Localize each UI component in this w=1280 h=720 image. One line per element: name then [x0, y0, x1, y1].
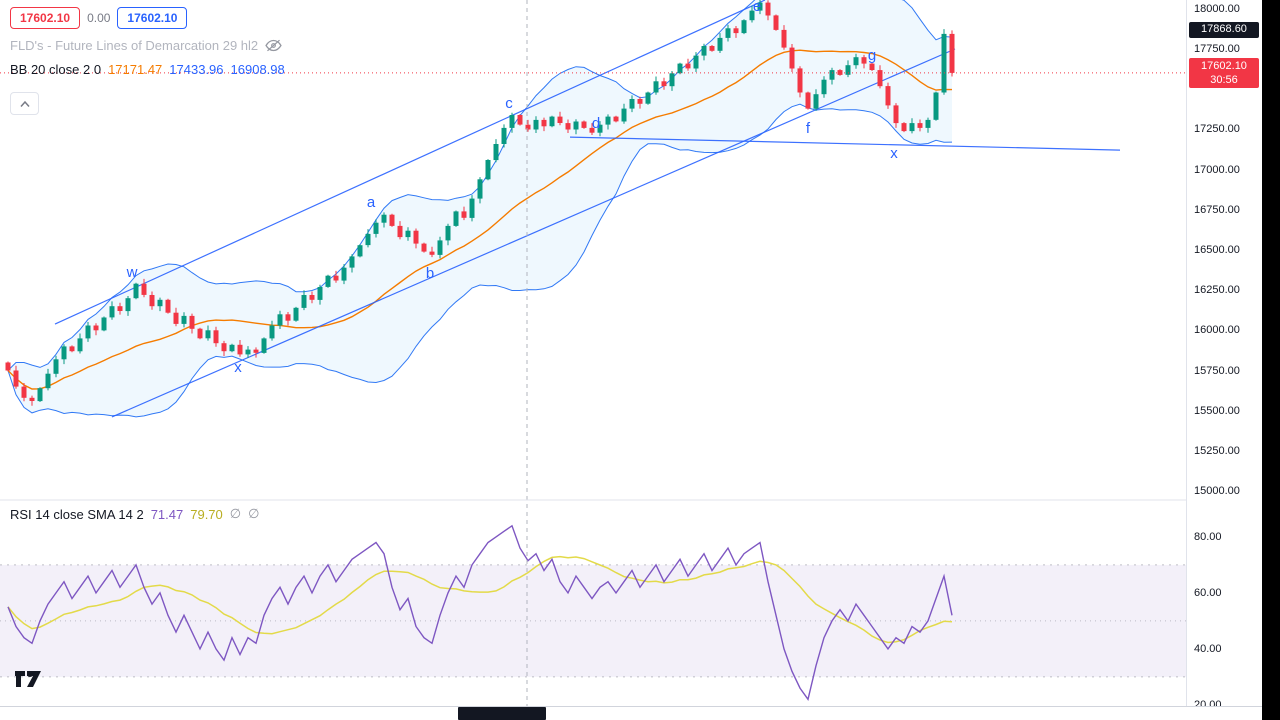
price-axis[interactable]: 17868.60 17602.10 30:56 18000.00 17750.00…	[1186, 0, 1263, 711]
rsi-tick-label: 60.00	[1194, 587, 1222, 599]
bar-countdown: 30:56	[1210, 74, 1238, 86]
rsi-tick-label: 80.00	[1194, 531, 1222, 543]
tradingview-logo-icon	[15, 671, 41, 687]
chevron-up-icon	[19, 100, 30, 107]
tradingview-logo[interactable]	[14, 668, 44, 690]
bb-lower-value: 16908.98	[230, 62, 285, 77]
price-tick-label: 15250.00	[1194, 445, 1240, 457]
sell-price-button[interactable]: 17602.10	[10, 7, 81, 29]
window-edge-strip	[1262, 0, 1280, 720]
rsi-tick-label: 40.00	[1194, 643, 1222, 655]
wave-label-d[interactable]: d	[592, 115, 600, 132]
axis-corner	[1186, 706, 1262, 720]
rsi-value: 71.47	[150, 506, 184, 522]
rsi-band-fill	[0, 564, 1186, 677]
time-axis[interactable]	[0, 706, 1186, 720]
last-value-badge: 17868.60	[1189, 22, 1259, 38]
eye-hidden-icon[interactable]	[265, 39, 282, 52]
price-tick-label: 17750.00	[1194, 43, 1240, 55]
crosshair-time-badge	[458, 707, 546, 720]
resistance-line[interactable]	[569, 136, 1121, 151]
rsi-line	[7, 524, 953, 701]
wave-label-w[interactable]: w	[126, 264, 138, 281]
wave-label-b[interactable]: b	[426, 265, 434, 282]
rsi-indicator-title[interactable]: RSI 14 close SMA 14 2	[10, 506, 144, 522]
buy-price-button[interactable]: 17602.10	[117, 7, 188, 29]
wave-label-e[interactable]: e	[753, 0, 761, 15]
price-tick-label: 16000.00	[1194, 324, 1240, 336]
current-price-label: 17602.10	[1201, 60, 1247, 72]
wave-label-c[interactable]: c	[505, 95, 513, 112]
rsi-indicator-row: RSI 14 close SMA 14 2 71.47 79.70 ∅ ∅	[10, 506, 259, 522]
bb-basis-value: 17171.47	[108, 62, 163, 77]
channel-lower[interactable]	[111, 48, 956, 418]
hidden-plot-icon[interactable]: ∅	[248, 506, 260, 521]
quote-row: 17602.10 0.00 17602.10	[10, 7, 188, 29]
bb-indicator-row: BB 20 close 2 0 17171.47 17433.96 16908.…	[10, 62, 285, 77]
current-price-badge: 17602.10 30:56	[1189, 58, 1259, 88]
wave-label-a[interactable]: a	[367, 194, 376, 211]
price-tick-label: 15750.00	[1194, 365, 1240, 377]
wave-label-x[interactable]: x	[890, 145, 898, 162]
price-tick-label: 17000.00	[1194, 164, 1240, 176]
price-tick-label: 16750.00	[1194, 204, 1240, 216]
price-tick-label: 15500.00	[1194, 405, 1240, 417]
price-tick-label: 15000.00	[1194, 485, 1240, 497]
wave-label-x[interactable]: x	[234, 359, 242, 376]
fld-indicator-row: FLD's - Future Lines of Demarcation 29 h…	[10, 38, 282, 53]
price-tick-label: 17250.00	[1194, 123, 1240, 135]
chart-canvas[interactable]: w x a b c d e f g x	[0, 0, 1186, 706]
rsi-sma-line	[7, 555, 953, 644]
bb-lower-line	[7, 103, 953, 418]
bb-indicator-title[interactable]: BB 20 close 2 0	[10, 62, 102, 77]
rsi-sma-value: 79.70	[190, 506, 223, 522]
collapse-pane-button[interactable]	[10, 92, 39, 115]
bb-basis-line	[7, 49, 953, 390]
bb-upper-value: 17433.96	[169, 62, 224, 77]
channel-upper[interactable]	[54, 0, 766, 325]
price-tick-label: 18000.00	[1194, 3, 1240, 15]
candles-group	[5, 0, 955, 406]
spread-value: 0.00	[87, 11, 111, 25]
price-tick-label: 16500.00	[1194, 244, 1240, 256]
price-tick-label: 16250.00	[1194, 284, 1240, 296]
hidden-plot-icon[interactable]: ∅	[229, 506, 242, 521]
wave-label-g[interactable]: g	[868, 47, 876, 64]
wave-label-f[interactable]: f	[806, 120, 811, 137]
fld-indicator-title[interactable]: FLD's - Future Lines of Demarcation 29 h…	[10, 38, 259, 53]
bb-fill	[8, 0, 952, 417]
